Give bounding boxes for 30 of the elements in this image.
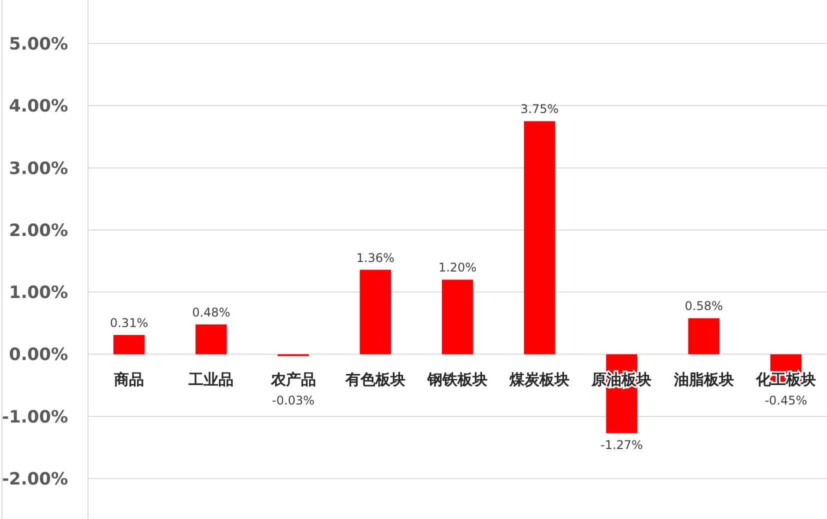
- x-tick-label: 煤炭板块: [508, 370, 570, 388]
- data-label: 0.31%: [110, 316, 148, 330]
- x-tick-label: 钢铁板块: [426, 370, 488, 388]
- bar: [688, 318, 720, 354]
- x-tick-label: 油脂板块: [672, 370, 734, 388]
- y-tick-label: -2.00%: [2, 470, 68, 490]
- y-tick-label: 1.00%: [9, 283, 68, 304]
- bar: [442, 280, 474, 354]
- bar: [196, 324, 227, 354]
- data-label: -0.03%: [272, 393, 315, 408]
- bar: [360, 270, 391, 354]
- data-label: -0.45%: [764, 393, 808, 408]
- data-label: -1.27%: [600, 438, 643, 452]
- bar: [524, 121, 556, 354]
- y-tick-label: 4.00%: [9, 96, 68, 117]
- x-tick-label: 工业品: [188, 370, 234, 388]
- x-tick-label: 农产品: [270, 370, 316, 388]
- x-tick-label: 商品: [113, 370, 144, 388]
- y-tick-label: 5.00%: [9, 34, 68, 54]
- data-label: 0.48%: [192, 305, 230, 320]
- y-tick-label: 0.00%: [9, 345, 68, 366]
- y-tick-label: -1.00%: [2, 407, 68, 428]
- y-tick-label: 2.00%: [9, 220, 68, 241]
- data-label: 3.75%: [520, 102, 559, 116]
- data-label: 0.58%: [684, 299, 723, 314]
- x-tick-label: 有色板块: [344, 370, 406, 388]
- bar: [113, 335, 145, 354]
- y-tick-label: 3.00%: [9, 158, 68, 179]
- data-label: 1.20%: [438, 260, 477, 275]
- data-label: 1.36%: [356, 250, 394, 265]
